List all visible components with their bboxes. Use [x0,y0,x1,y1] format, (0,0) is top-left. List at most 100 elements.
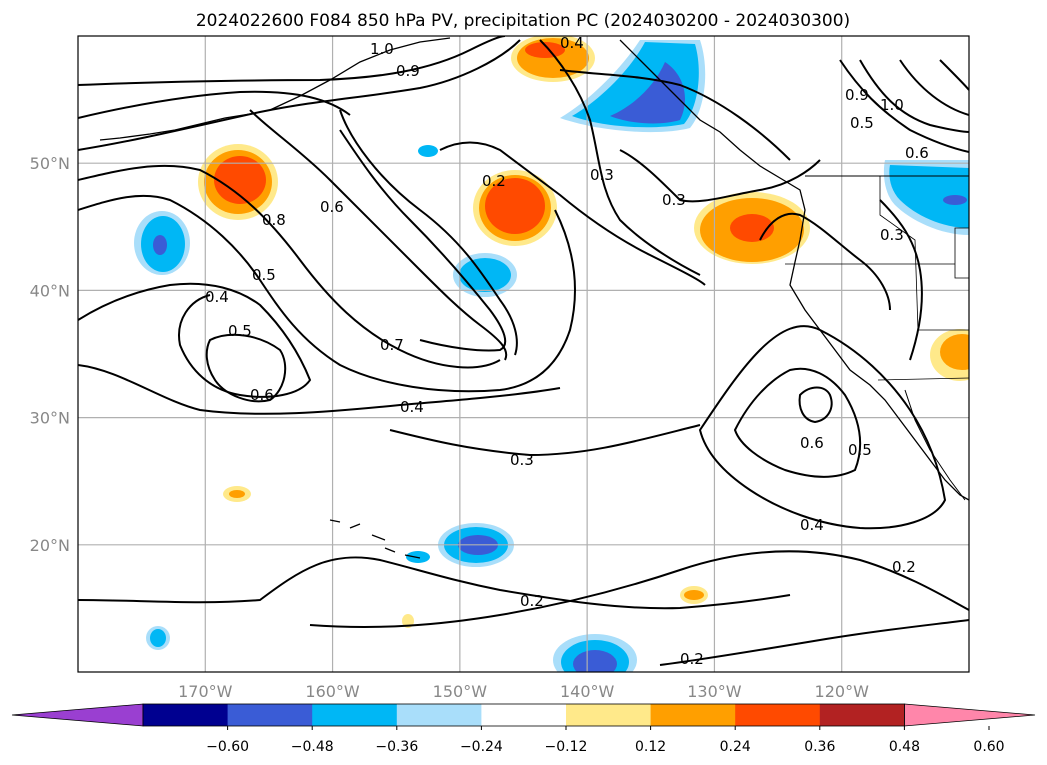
contour-label: 0.9 [845,86,869,104]
contour-label: 0.2 [520,592,544,610]
colorbar-segment [396,704,482,726]
state-border-2 [879,176,969,331]
contour-east-4 [879,199,923,361]
contour-label: 0.5 [252,266,276,284]
latitude-label: 50°N [30,154,70,173]
colorbar-tick-label: 0.60 [973,739,1004,755]
hawaiian-islands [329,519,421,559]
contour-label: 0.4 [205,288,229,306]
contour-north-1 [78,36,506,86]
latitude-label: 40°N [30,281,70,300]
coastlines [99,37,969,559]
positive-anomaly-small-2-core [684,590,704,600]
contour-label: 0.2 [482,172,506,190]
contour-east-2 [733,367,862,478]
precip-shading [134,36,969,672]
contour-west-3 [78,282,312,398]
colorbar: −0.60 −0.48 −0.36 −0.24 −0.12 0.12 0.24 0.36 0.4… [11,703,1036,755]
contour-label: 0.2 [680,650,704,668]
map-panel: 1.0 0.9 0.4 0.3 0.8 0.6 0.5 0.4 0.5 0.7 … [77,35,970,673]
contour-central-2 [249,109,508,361]
contour-central-6 [539,39,701,276]
contour-closed-west [205,333,287,403]
colorbar-under-extension [11,703,144,727]
colorbar-tick-label: −0.36 [375,739,418,755]
contour-central-5 [439,141,706,286]
contour-east-1 [698,325,947,530]
contour-label: 0.6 [320,198,344,216]
mexico-border [877,377,969,381]
north-america-west-coast [619,39,969,501]
contour-east-3 [759,212,891,311]
contour-northeast-2 [859,59,969,133]
contour-label: 0.3 [510,451,534,469]
contour-northeast-1 [839,59,969,153]
contour-label: 0.2 [892,558,916,576]
longitude-label: 120°W [815,682,870,701]
contour-label: 0.5 [228,322,252,340]
contour-label: 0.4 [400,398,424,416]
contour-east-closed [798,386,833,424]
colorbar-tick-label: 0.24 [720,739,751,755]
contour-south-4 [659,619,969,666]
contour-label: 0.6 [800,434,824,452]
contour-central-3 [339,129,507,352]
contour-south-2 [309,550,969,628]
colorbar-tick-label: −0.48 [291,739,334,755]
positive-anomaly-southwest-us [930,329,969,381]
contour-label: 0.7 [380,336,404,354]
contour-west-2 [78,194,576,393]
colorbar-outline [142,703,905,727]
colorbar-segment [735,704,821,726]
longitude-label: 150°W [433,682,488,701]
contour-label: 0.8 [262,211,286,229]
contour-south-3 [389,424,701,457]
colorbar-tick-label: −0.60 [206,739,249,755]
contour-label: 1.0 [370,40,394,58]
pv-contours [78,36,969,666]
longitude-label: 140°W [560,682,615,701]
negative-anomaly-south [553,634,637,672]
contour-north-3 [78,39,521,151]
colorbar-tick-label: −0.12 [545,739,588,755]
contour-label: 0.5 [850,114,874,132]
positive-anomaly-northeast-pacific [694,192,810,264]
contour-label: 0.3 [590,166,614,184]
colorbar-tick-label: −0.24 [460,739,503,755]
longitude-label: 170°W [178,682,233,701]
contour-label: 0.6 [905,144,929,162]
colorbar-segment [143,704,229,726]
map-frame [77,35,970,673]
negative-anomaly-mid [453,253,517,297]
colorbar-segment [650,704,736,726]
colorbar-segment [312,704,398,726]
contour-south-1 [78,556,791,610]
positive-anomaly-west-pacific [198,144,278,220]
colorbar-segment [819,704,905,726]
negative-anomaly-west [134,211,190,275]
figure-title: 2024022600 F084 850 hPa PV, precipitatio… [196,11,850,31]
baja-california [904,389,966,501]
contour-north-east-1 [559,69,791,161]
contour-northeast-3 [899,59,969,116]
colorbar-tick-label: 0.12 [635,739,666,755]
latitude-labels: 50°N 40°N 30°N 20°N [30,154,70,555]
contour-label: 0.9 [396,62,420,80]
negative-anomaly-pacific-northwest [883,160,969,235]
latitude-label: 30°N [30,409,70,428]
contour-central-1 [78,364,561,415]
lat-lon-grid [78,36,969,672]
positive-anomaly-central-pacific [473,170,557,246]
negative-anomaly-small-2 [418,145,438,157]
latitude-label: 20°N [30,536,70,555]
state-border-3 [954,227,969,279]
colorbar-segment [566,704,652,726]
negative-anomaly-gulf-alaska [560,40,706,133]
positive-anomaly-small-1-core [229,490,245,498]
contour-central-4 [339,109,518,356]
contour-northeast-4 [939,59,969,91]
positive-anomaly-gulf-alaska [511,36,595,82]
colorbar-over-extension [904,703,1036,727]
contour-label: 0.4 [800,516,824,534]
